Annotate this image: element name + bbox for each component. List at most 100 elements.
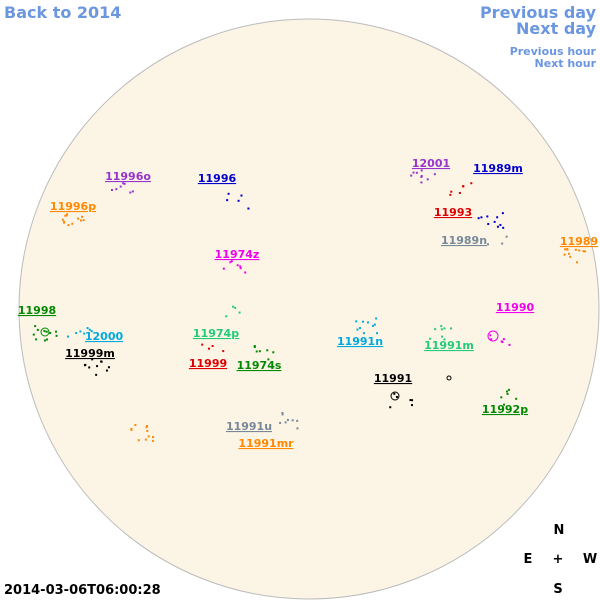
sunspot [75,332,78,335]
sunspot [67,224,70,227]
sunspot [496,225,499,228]
sunspot [81,215,84,218]
sunspot [65,214,68,217]
sunspot [284,421,287,424]
next-hour-link[interactable]: Next hour [534,57,597,70]
region-label: 11974s [237,359,282,372]
sunspot [376,332,379,335]
sunspot [222,267,225,270]
region-label: 11993 [434,206,472,219]
sunspot [575,261,578,264]
sunspot [362,332,365,335]
sunspot-contour [390,391,400,401]
sunspot [226,199,229,202]
sunspot [296,419,299,422]
sunspot [258,350,261,353]
sunspot [420,175,423,178]
sunspot [232,305,235,308]
sunspot [578,249,581,252]
back-link[interactable]: Back to 2014 [4,3,122,22]
sunspot [496,216,499,219]
compass-south: S [553,582,562,597]
region-label: 11974p [193,327,239,340]
sunspot [389,406,392,409]
sunspot [79,219,82,222]
sunspot [61,218,64,221]
sunspot [131,190,134,193]
sunspot [77,217,80,220]
region-label: 11999 [189,357,227,370]
sunspot [508,343,511,346]
sunspot [66,213,69,216]
region-label: 11996o [105,170,151,183]
region-label: 12001 [412,157,450,170]
sunspot [66,335,69,338]
sunspot [146,429,149,432]
region-label: 11991 [374,372,412,385]
sunspot [110,188,113,191]
region-label: 11992p [482,403,528,416]
sunspot [563,253,566,256]
region-label: 11989n [441,234,487,247]
sunspot [237,199,240,202]
sunspot [55,330,58,333]
sunspot [429,337,432,340]
region-label: 11991m [424,339,474,352]
sunspot [375,317,378,320]
sunspot [88,366,91,369]
sunspot [105,369,108,372]
sunspot [82,219,85,222]
sunspot [434,328,437,331]
sunspot [583,250,586,253]
sunspot [49,331,52,334]
sunspot [236,264,239,267]
sunspot [487,222,490,225]
sunspot [443,327,446,330]
sunspot [567,252,570,255]
sunspot [503,403,506,406]
sunspot [470,182,473,185]
sunspot [100,360,103,363]
region-label: 11989m [473,162,523,175]
region-label: 11999m [65,347,115,360]
previous-day-link[interactable]: Previous day [479,3,596,22]
solar-disk [18,18,600,600]
sunspot [450,327,453,330]
sunspot [291,419,294,422]
previous-hour-link[interactable]: Previous hour [509,45,596,58]
sunspot [91,358,94,361]
sunspot [253,344,256,347]
sunspot [366,321,369,324]
sunspot [137,439,140,442]
sunspot [34,325,37,328]
sunspot [55,334,58,337]
next-day-link[interactable]: Next day [516,19,596,38]
sunspot [43,330,46,333]
sunspot [35,338,38,341]
sunspot [255,350,258,353]
sunspot [458,191,461,194]
sunspot [420,181,423,184]
sunspot [211,345,214,348]
sunspot [415,171,418,174]
sunspot [361,320,364,323]
sunspot [499,223,502,226]
sunspot [296,427,299,430]
sunspot [372,324,375,327]
sunspot [486,215,489,218]
sunspot [411,399,414,402]
sunspot [281,412,284,415]
sunspot [440,328,443,331]
sunspot [501,242,504,245]
sunspot [129,191,132,194]
sunspot [490,338,493,341]
sunspot [566,248,569,251]
sunspot [147,435,150,438]
sunspot [64,214,67,217]
sunspot [225,315,228,318]
sunspot [409,399,412,402]
sunspot [502,226,505,229]
sunspot [107,366,110,369]
sunspot [440,325,443,328]
